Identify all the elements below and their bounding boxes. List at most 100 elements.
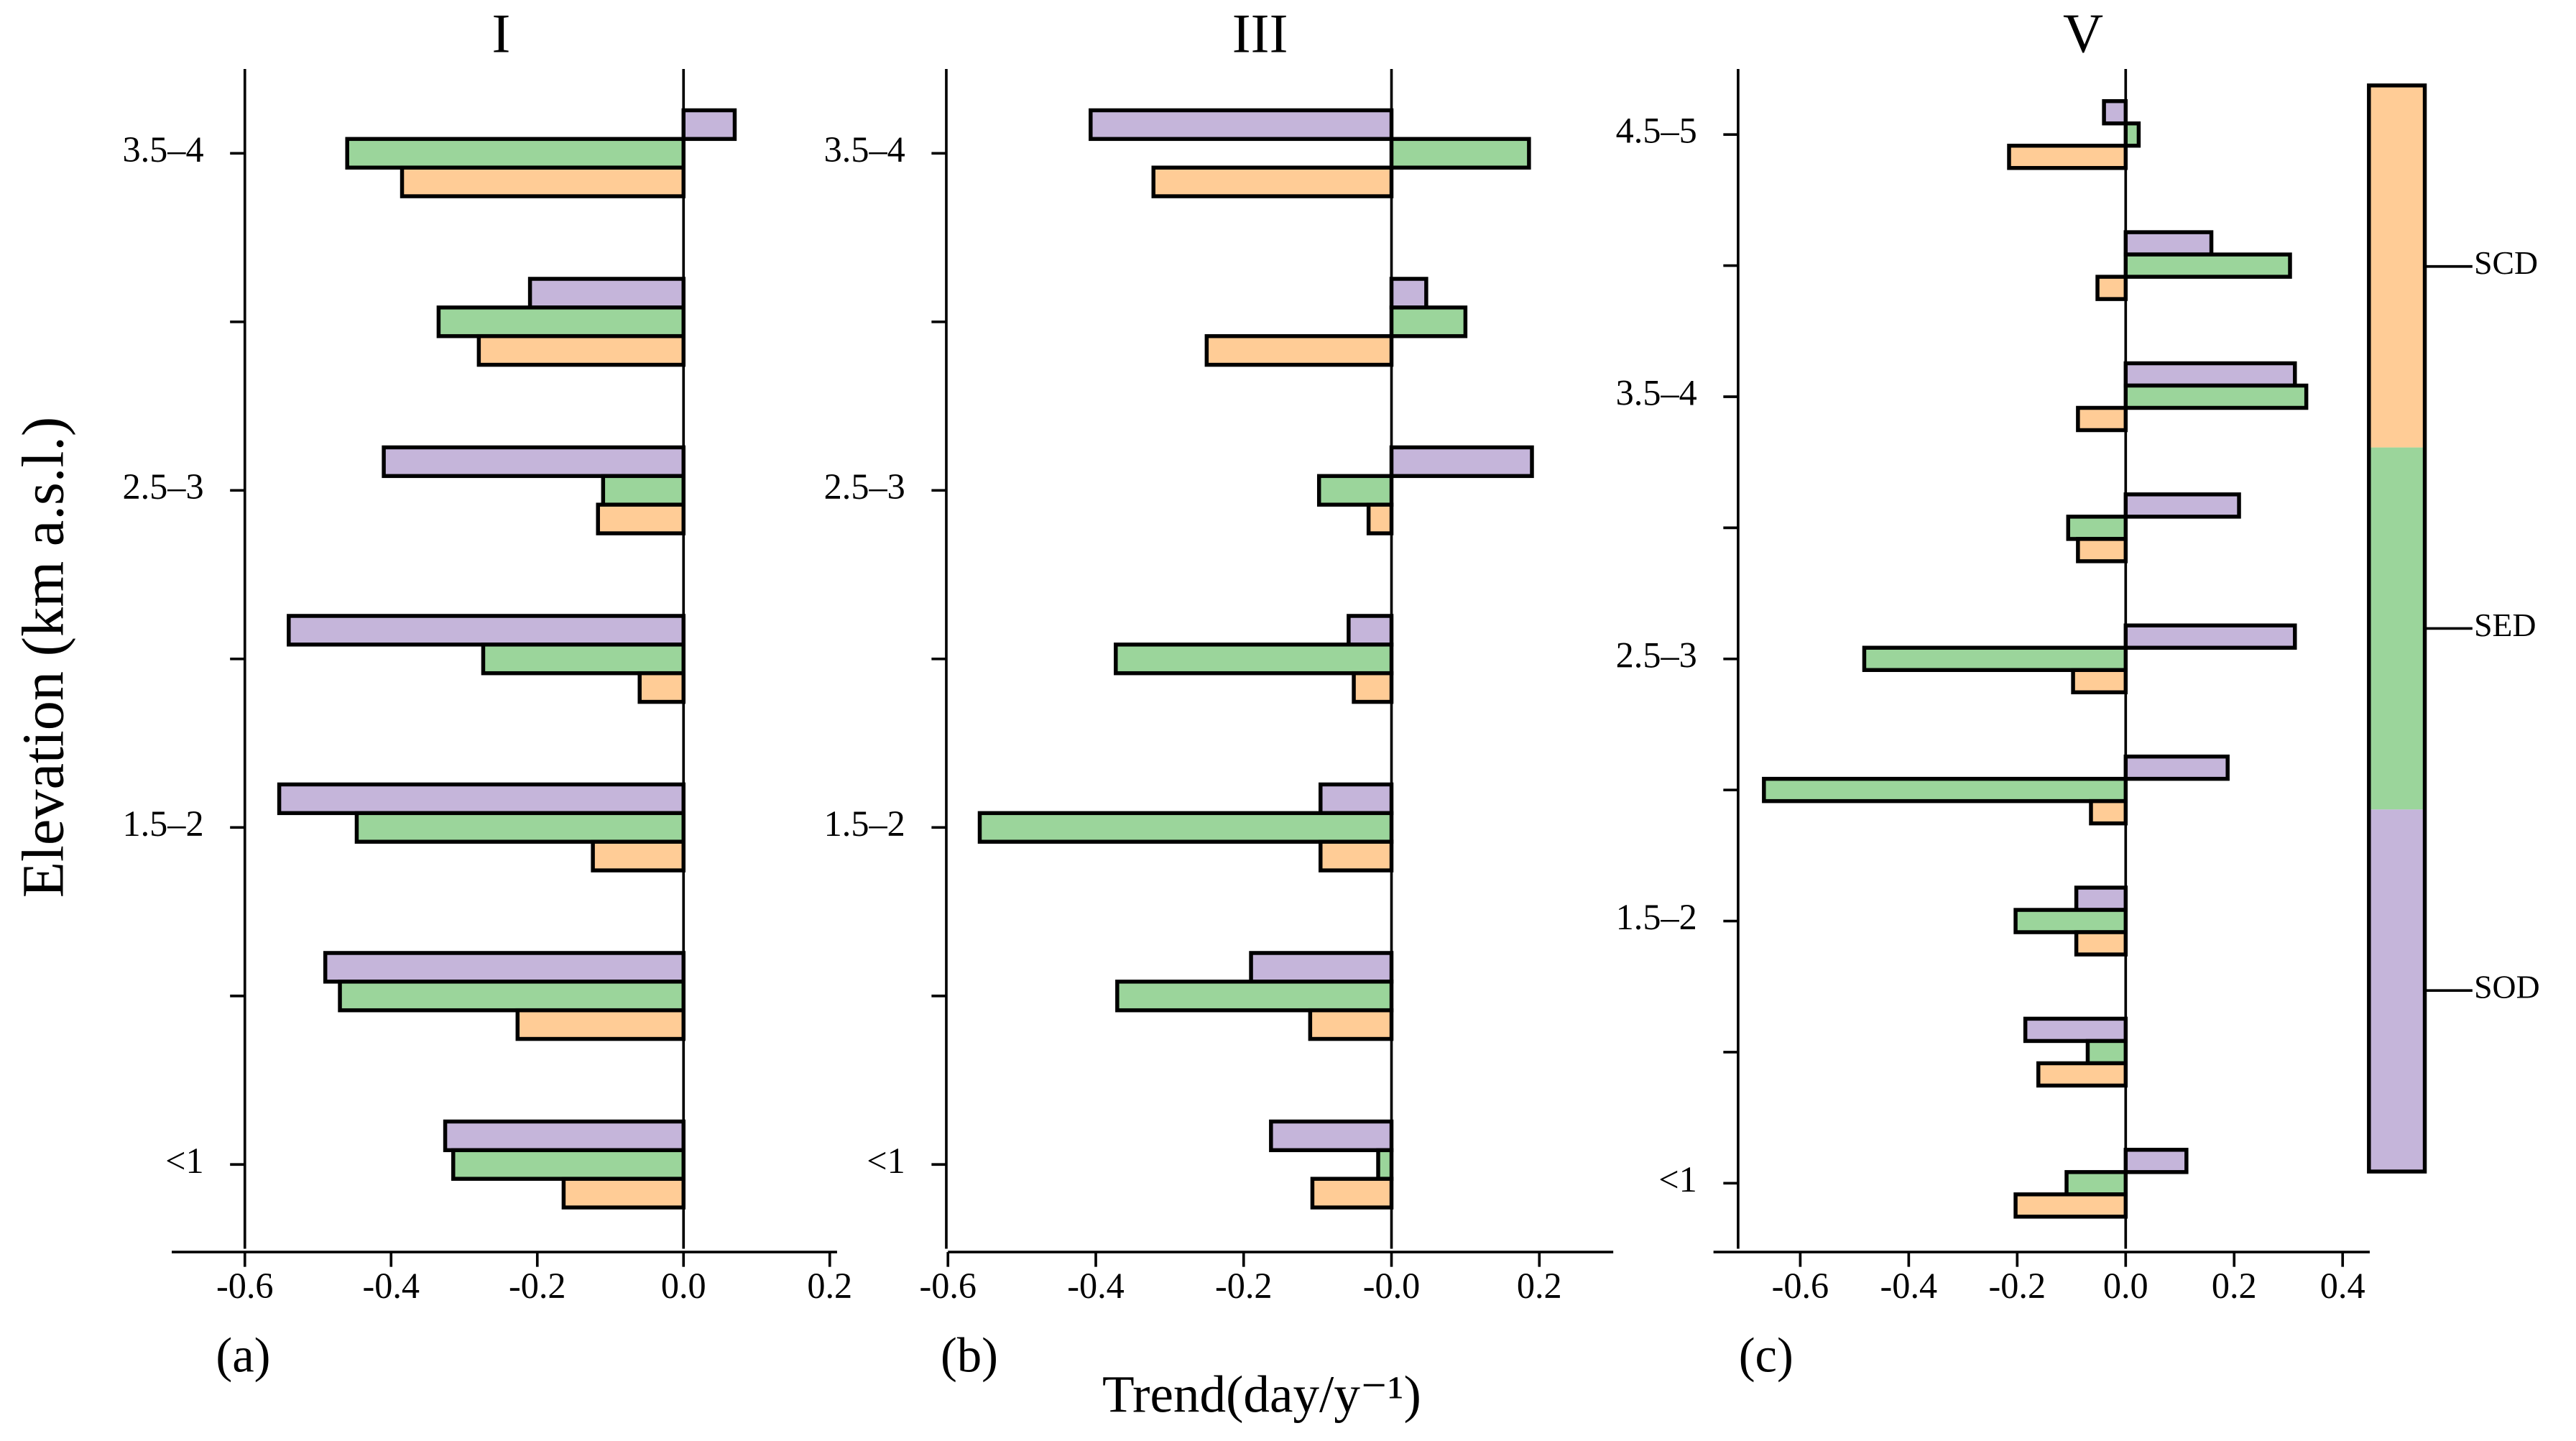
bar <box>2036 1061 2128 1088</box>
bar <box>1249 951 1394 984</box>
legend-label: SED <box>2474 607 2536 643</box>
bar <box>977 811 1394 844</box>
bar <box>681 108 737 142</box>
x-axis-label: Trend(day/y⁻¹) <box>1102 1366 1421 1424</box>
bar <box>2076 537 2128 563</box>
y-tick-label: 3.5–4 <box>122 129 203 170</box>
bar <box>2074 885 2128 912</box>
y-tick-label: <1 <box>165 1141 204 1181</box>
panel-title: V <box>2063 3 2103 65</box>
bar <box>1310 1177 1394 1210</box>
legend-frame <box>2367 83 2427 1174</box>
bar <box>2095 275 2128 301</box>
bar <box>561 1177 686 1210</box>
bar <box>1114 643 1394 676</box>
x-tick-label: 0.2 <box>2212 1266 2257 1306</box>
bar <box>2023 1016 2128 1044</box>
bar <box>2123 492 2241 519</box>
bar <box>400 165 686 198</box>
bar <box>2123 1148 2189 1174</box>
bar <box>287 614 686 647</box>
bar <box>2013 1192 2128 1219</box>
panel-label: (c) <box>1739 1328 1793 1383</box>
bar <box>591 839 686 873</box>
bar <box>2123 361 2297 388</box>
bar <box>451 1148 686 1181</box>
bar <box>2013 908 2128 934</box>
legend-swatch <box>2368 85 2425 448</box>
y-axis-label: Elevation (km a.s.l.) <box>11 417 76 898</box>
y-tick-label: <1 <box>867 1141 905 1181</box>
bar <box>1389 445 1534 479</box>
bar <box>1352 671 1394 704</box>
bar <box>2074 930 2128 957</box>
bar <box>2123 754 2230 781</box>
panel-title: I <box>491 3 510 65</box>
legend-swatch <box>2368 447 2425 810</box>
x-tick-label: -0.4 <box>1067 1266 1125 1306</box>
x-tick-label: -0.6 <box>216 1266 274 1306</box>
bar <box>1269 1119 1394 1153</box>
y-tick-label: 1.5–2 <box>122 804 203 844</box>
bar <box>1316 474 1394 507</box>
bar <box>1389 305 1468 339</box>
bar <box>2089 798 2128 826</box>
x-tick-label: -0.4 <box>1880 1266 1938 1306</box>
bar <box>2123 252 2292 279</box>
bar <box>1862 645 2128 673</box>
bar <box>1389 277 1428 310</box>
x-tick-label: -0.6 <box>919 1266 977 1306</box>
legend-swatch <box>2368 809 2425 1172</box>
x-tick-label: -0.4 <box>362 1266 420 1306</box>
y-tick-label: 2.5–3 <box>824 466 905 507</box>
bar <box>1319 839 1394 873</box>
bar <box>2123 121 2141 148</box>
bar <box>476 333 686 367</box>
bar <box>1376 1148 1394 1181</box>
y-tick-label: 1.5–2 <box>1616 897 1697 937</box>
y-tick-label: <1 <box>1658 1159 1697 1200</box>
legend-label: SOD <box>2474 969 2539 1005</box>
bar <box>1115 980 1394 1013</box>
x-tick-label: 0.4 <box>2320 1266 2365 1306</box>
bar <box>637 671 686 704</box>
bar <box>2102 98 2128 126</box>
x-tick-label: 0.2 <box>1517 1266 1562 1306</box>
x-tick-label: -0.0 <box>1363 1266 1421 1306</box>
y-tick-label: 4.5–5 <box>1616 111 1697 151</box>
legend-label: SCD <box>2474 244 2538 281</box>
bar <box>443 1119 686 1153</box>
bar <box>2066 515 2128 541</box>
bar <box>1204 333 1394 367</box>
bar <box>1308 1008 1394 1041</box>
x-tick-label: 0.0 <box>661 1266 706 1306</box>
y-tick-label: 2.5–3 <box>122 466 203 507</box>
bar <box>1319 782 1394 816</box>
bar <box>1762 776 2128 804</box>
bar <box>345 137 686 170</box>
bar <box>436 305 686 339</box>
x-tick-label: 0.2 <box>807 1266 852 1306</box>
y-tick-label: 2.5–3 <box>1616 635 1697 675</box>
y-tick-label: 3.5–4 <box>824 129 905 170</box>
x-tick-label: -0.2 <box>509 1266 566 1306</box>
bar <box>481 643 686 676</box>
bar <box>1151 165 1394 198</box>
bar <box>2123 383 2309 410</box>
bar <box>1366 502 1394 535</box>
y-tick-label: 3.5–4 <box>1616 373 1697 413</box>
bar <box>2085 1039 2128 1066</box>
bar <box>2007 143 2128 170</box>
bar <box>1389 137 1531 170</box>
bar <box>527 277 686 310</box>
bar <box>1347 614 1394 647</box>
bar <box>323 951 686 984</box>
bar <box>2064 1170 2128 1197</box>
bar <box>2123 623 2297 650</box>
bar <box>382 445 686 479</box>
bar <box>2071 668 2128 695</box>
x-tick-label: -0.2 <box>1989 1266 2046 1306</box>
x-tick-label: 0.0 <box>2103 1266 2148 1306</box>
